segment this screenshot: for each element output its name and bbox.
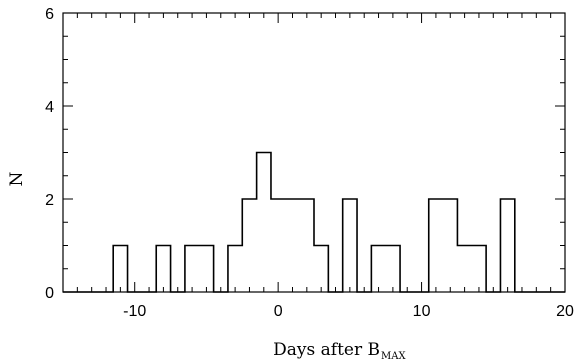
histogram-bin — [285, 199, 299, 292]
histogram-bin — [457, 246, 471, 293]
x-tick-label: -10 — [123, 303, 146, 320]
axis-ticks — [62, 12, 566, 293]
histogram-bin — [429, 199, 443, 292]
x-tick-label: 10 — [413, 303, 431, 320]
plot-frame — [62, 12, 566, 293]
histogram-bin — [314, 246, 328, 293]
histogram-bin — [271, 199, 285, 292]
histogram-bin — [371, 246, 385, 293]
x-tick-label: 20 — [556, 303, 574, 320]
histogram-bin — [199, 246, 213, 293]
x-axis-label: Days after B — [273, 340, 380, 360]
histogram-bars — [63, 151, 565, 293]
histogram-bin — [343, 199, 357, 292]
histogram-bin — [472, 246, 486, 293]
x-axis-label-main: Days after B — [273, 340, 380, 360]
histogram-bin — [257, 153, 271, 293]
histogram-bin — [185, 246, 199, 293]
histogram-outline — [63, 151, 565, 293]
tick-labels: -10 0 10 20 0 2 4 6 — [45, 6, 574, 320]
x-tick-label: 0 — [274, 303, 283, 320]
histogram-bin — [500, 199, 514, 292]
histogram-bin — [228, 246, 242, 293]
y-tick-label: 2 — [45, 192, 54, 209]
histogram-bin — [242, 199, 256, 292]
histogram-bin — [443, 199, 457, 292]
plot-frame-rect — [62, 12, 566, 293]
y-tick-label: 4 — [45, 99, 54, 116]
histogram-bin — [386, 246, 400, 293]
y-tick-label: 6 — [45, 6, 54, 23]
histogram-bin — [300, 199, 314, 292]
histogram-bin — [156, 246, 170, 293]
x-axis-label-subscript: MAX — [381, 351, 406, 362]
y-axis-label: N — [7, 171, 27, 186]
y-tick-label: 0 — [45, 285, 54, 302]
histogram-bin — [113, 246, 127, 293]
